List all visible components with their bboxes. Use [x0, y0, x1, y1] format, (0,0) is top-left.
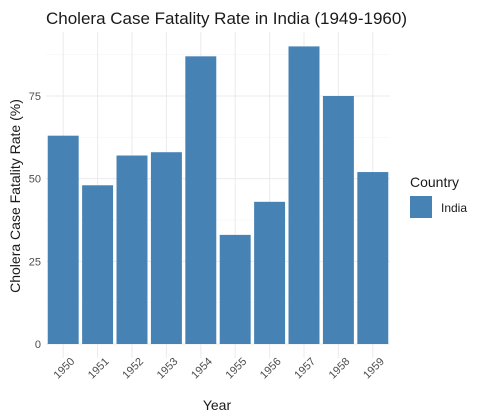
bar-1951 — [82, 185, 114, 344]
x-tick-label: 1956 — [258, 356, 284, 382]
y-ticks: 0 25 50 75 — [29, 91, 41, 351]
bar-1957 — [288, 46, 320, 345]
x-tick-label: 1954 — [189, 356, 215, 382]
x-ticks: 1950 1951 1952 1953 1954 1955 1956 1957 1958 1959 — [52, 356, 387, 382]
legend-title: Country — [410, 174, 459, 190]
x-tick-label: 1957 — [292, 356, 318, 382]
bar-1956 — [254, 201, 286, 344]
x-tick-label: 1953 — [155, 356, 181, 382]
x-tick-label: 1959 — [361, 356, 387, 382]
x-tick-label: 1955 — [224, 356, 250, 382]
x-tick-label: 1951 — [86, 356, 112, 382]
bars — [47, 46, 389, 345]
bar-1950 — [47, 135, 79, 344]
bar-1953 — [150, 152, 182, 344]
bar-1958 — [322, 96, 354, 344]
bar-1955 — [219, 234, 251, 344]
y-tick-label: 0 — [35, 339, 41, 351]
y-tick-label: 75 — [29, 91, 41, 103]
x-axis-title: Year — [203, 397, 232, 413]
legend-key — [410, 196, 432, 218]
bar-1952 — [116, 155, 148, 344]
y-tick-label: 50 — [29, 174, 41, 186]
bar-1954 — [185, 56, 217, 344]
legend-label: India — [441, 201, 467, 215]
legend: Country India — [410, 174, 467, 218]
y-axis-title: Cholera Case Fatality Rate (%) — [7, 99, 23, 293]
x-tick-label: 1952 — [120, 356, 146, 382]
x-tick-label: 1950 — [52, 356, 78, 382]
chart-title: Cholera Case Fatality Rate in India (194… — [46, 9, 407, 28]
y-tick-label: 25 — [29, 256, 41, 268]
x-tick-label: 1958 — [327, 356, 353, 382]
bar-1959 — [357, 172, 389, 344]
